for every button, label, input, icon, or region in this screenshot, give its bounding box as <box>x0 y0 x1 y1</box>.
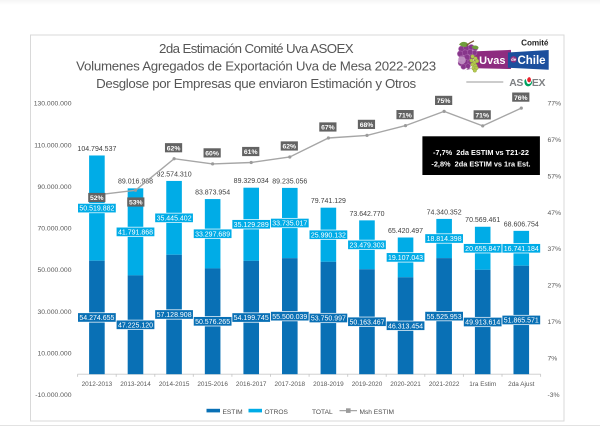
svg-text:76%: 76% <box>514 95 528 102</box>
svg-text:46.313.454: 46.313.454 <box>388 323 423 330</box>
svg-text:2da Ajust: 2da Ajust <box>508 381 535 388</box>
svg-text:Chile: Chile <box>517 55 545 67</box>
svg-text:55.525.953: 55.525.953 <box>427 314 462 321</box>
svg-text:27%: 27% <box>548 283 562 290</box>
svg-text:54.274.655: 54.274.655 <box>79 315 114 322</box>
svg-text:33.735.017: 33.735.017 <box>272 221 307 228</box>
svg-text:10.000.000: 10.000.000 <box>37 351 71 358</box>
svg-text:67%: 67% <box>548 137 562 144</box>
svg-text:-7,7% 2da ESTIM vs T21-22: -7,7% 2da ESTIM vs T21-22 <box>433 148 529 157</box>
svg-text:73.642.770: 73.642.770 <box>349 211 384 218</box>
svg-text:2014-2015: 2014-2015 <box>159 381 190 388</box>
svg-text:70.000.000: 70.000.000 <box>37 226 71 233</box>
svg-text:23.479.303: 23.479.303 <box>349 242 384 249</box>
svg-text:89.016.988: 89.016.988 <box>118 179 153 186</box>
svg-text:68.606.754: 68.606.754 <box>504 221 539 228</box>
svg-text:2da Estimación Comité Uva ASOE: 2da Estimación Comité Uva ASOEX <box>159 41 354 56</box>
svg-text:71%: 71% <box>475 113 489 120</box>
svg-text:1ra Estim: 1ra Estim <box>469 381 496 388</box>
svg-text:65.420.497: 65.420.497 <box>388 228 423 235</box>
svg-text:70.569.461: 70.569.461 <box>465 217 500 224</box>
svg-text:53.750.997: 53.750.997 <box>311 316 346 323</box>
svg-text:50.576.265: 50.576.265 <box>195 319 230 326</box>
svg-text:Uvas: Uvas <box>479 55 505 67</box>
svg-text:2018-2019: 2018-2019 <box>313 381 344 388</box>
svg-text:62%: 62% <box>167 145 181 152</box>
svg-text:110.000.000: 110.000.000 <box>34 142 72 149</box>
svg-text:47.225.120: 47.225.120 <box>118 322 153 329</box>
svg-text:Desglose por Empresas que envi: Desglose por Empresas que enviaron Estim… <box>96 76 416 91</box>
svg-text:49.913.614: 49.913.614 <box>465 320 500 327</box>
svg-text:ESTIM: ESTIM <box>223 409 243 416</box>
svg-text:37%: 37% <box>548 246 562 253</box>
svg-text:Volumenes Agregados de Exporta: Volumenes Agregados de Exportación Uva d… <box>76 59 436 74</box>
svg-text:47%: 47% <box>548 210 562 217</box>
svg-text:55.500.039: 55.500.039 <box>272 314 307 321</box>
svg-text:2015-2016: 2015-2016 <box>197 381 228 388</box>
svg-text:79.741.129: 79.741.129 <box>311 198 346 205</box>
svg-text:Msh ESTIM: Msh ESTIM <box>360 409 394 416</box>
svg-text:61%: 61% <box>244 149 258 156</box>
svg-text:89.329.034: 89.329.034 <box>234 178 269 185</box>
svg-text:41.791.868: 41.791.868 <box>118 229 153 236</box>
svg-text:57%: 57% <box>548 173 562 180</box>
svg-text:33.297.689: 33.297.689 <box>195 231 230 238</box>
svg-text:68%: 68% <box>360 122 374 129</box>
svg-text:7%: 7% <box>548 356 558 363</box>
svg-text:17%: 17% <box>548 319 562 326</box>
svg-text:30.000.000: 30.000.000 <box>37 309 71 316</box>
svg-text:19.107.043: 19.107.043 <box>388 255 423 262</box>
svg-text:51.865.571: 51.865.571 <box>504 318 539 325</box>
svg-text:25.990.132: 25.990.132 <box>311 232 346 239</box>
svg-text:83.873.954: 83.873.954 <box>195 190 230 197</box>
svg-text:53%: 53% <box>129 200 143 207</box>
svg-text:EX: EX <box>532 78 546 89</box>
svg-text:50.000.000: 50.000.000 <box>37 267 71 274</box>
svg-text:50.163.467: 50.163.467 <box>349 319 384 326</box>
svg-text:60%: 60% <box>205 151 219 158</box>
svg-text:35.445.402: 35.445.402 <box>157 215 192 222</box>
svg-text:92.574.310: 92.574.310 <box>157 171 192 178</box>
svg-text:2019-2020: 2019-2020 <box>352 381 383 388</box>
svg-text:18.814.398: 18.814.398 <box>427 236 462 243</box>
svg-text:52%: 52% <box>90 195 104 202</box>
svg-text:67%: 67% <box>321 125 335 132</box>
svg-text:OTROS: OTROS <box>265 409 289 416</box>
svg-text:74.340.352: 74.340.352 <box>427 209 462 216</box>
svg-text:89.235.056: 89.235.056 <box>272 178 307 185</box>
svg-text:62%: 62% <box>282 144 296 151</box>
svg-text:-2,8% 2da ESTIM vs 1ra Est.: -2,8% 2da ESTIM vs 1ra Est. <box>431 160 530 169</box>
svg-text:130.000.000: 130.000.000 <box>34 101 72 108</box>
svg-text:de: de <box>511 57 517 62</box>
svg-text:16.741.184: 16.741.184 <box>504 246 539 253</box>
svg-text:2021-2022: 2021-2022 <box>429 381 460 388</box>
svg-text:57.128.908: 57.128.908 <box>157 312 192 319</box>
svg-text:2016-2017: 2016-2017 <box>236 381 267 388</box>
svg-text:Comité: Comité <box>521 39 549 48</box>
svg-text:54.199.745: 54.199.745 <box>234 315 269 322</box>
svg-text:2017-2018: 2017-2018 <box>275 381 306 388</box>
svg-text:2012-2013: 2012-2013 <box>82 381 113 388</box>
svg-text:-3%: -3% <box>548 392 560 399</box>
svg-text:71%: 71% <box>398 112 412 119</box>
svg-text:-10.000.000: -10.000.000 <box>35 392 72 399</box>
svg-text:35.129.289: 35.129.289 <box>234 222 269 229</box>
svg-text:2020-2021: 2020-2021 <box>390 381 421 388</box>
svg-text:104.794.537: 104.794.537 <box>77 146 116 153</box>
svg-text:TOTAL: TOTAL <box>312 409 333 416</box>
svg-text:20.655.847: 20.655.847 <box>465 246 500 253</box>
svg-text:77%: 77% <box>548 100 562 107</box>
svg-text:2013-2014: 2013-2014 <box>120 381 151 388</box>
svg-text:75%: 75% <box>437 98 451 105</box>
svg-text:90.000.000: 90.000.000 <box>37 184 71 191</box>
svg-text:50.519.882: 50.519.882 <box>79 206 114 213</box>
svg-text:AS: AS <box>509 78 523 89</box>
